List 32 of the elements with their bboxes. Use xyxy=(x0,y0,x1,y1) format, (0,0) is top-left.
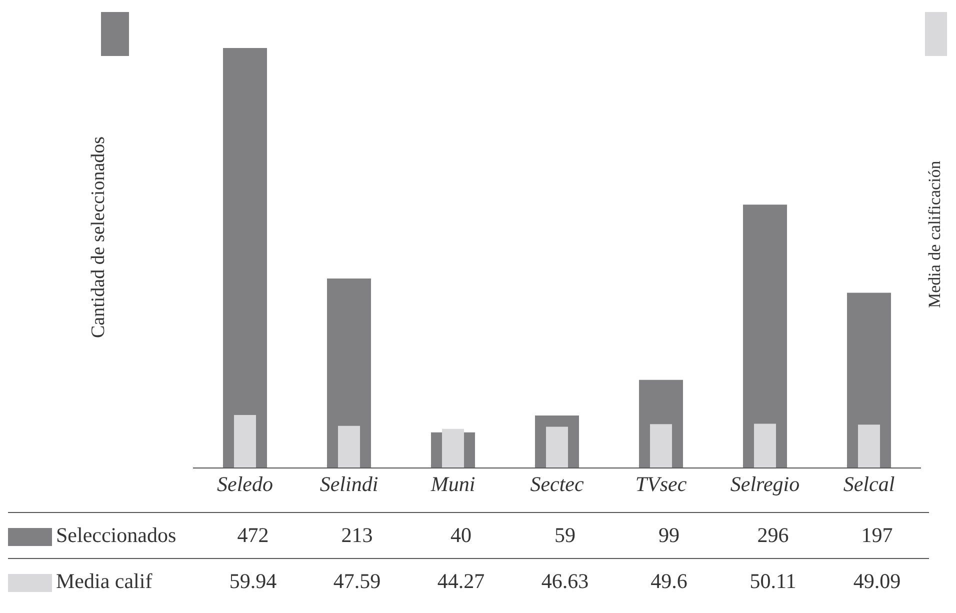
data-label: 49.6 xyxy=(650,568,688,596)
bar xyxy=(234,415,256,468)
data-label: 59.94 xyxy=(228,568,278,596)
x-tick-label: Selindi xyxy=(320,472,378,496)
data-label: 197 xyxy=(860,522,894,549)
data-label: 50.11 xyxy=(748,568,798,596)
data-label: 49.09 xyxy=(852,568,902,596)
y2-axis-title: Media de calificación xyxy=(925,160,945,308)
data-label: 46.63 xyxy=(540,568,590,596)
x-tick-label: TVsec xyxy=(635,472,688,496)
bar xyxy=(754,424,776,468)
x-tick-label: Selregio xyxy=(730,472,800,496)
data-label: 296 xyxy=(756,522,790,549)
bar xyxy=(743,204,787,468)
legend-label: Media calif xyxy=(55,568,154,596)
y-axis-title: Cantidad de seleccionados xyxy=(88,136,110,338)
bar xyxy=(338,426,360,468)
legend-label: Seleccionados xyxy=(55,522,178,549)
data-label: 472 xyxy=(236,522,270,549)
data-label: 44.27 xyxy=(436,568,486,596)
data-label: 59 xyxy=(554,522,576,549)
data-label: 213 xyxy=(340,522,374,549)
x-tick-label: Sectec xyxy=(530,472,584,496)
x-tick-label: Muni xyxy=(430,472,476,496)
data-label: 47.59 xyxy=(332,568,382,596)
data-label: 99 xyxy=(658,522,680,549)
bar xyxy=(223,48,267,468)
x-tick-label: Selcal xyxy=(843,472,895,496)
bar xyxy=(650,424,672,468)
data-label: 40 xyxy=(450,522,472,549)
x-tick-label: Seledo xyxy=(217,472,273,496)
bar xyxy=(858,424,880,468)
